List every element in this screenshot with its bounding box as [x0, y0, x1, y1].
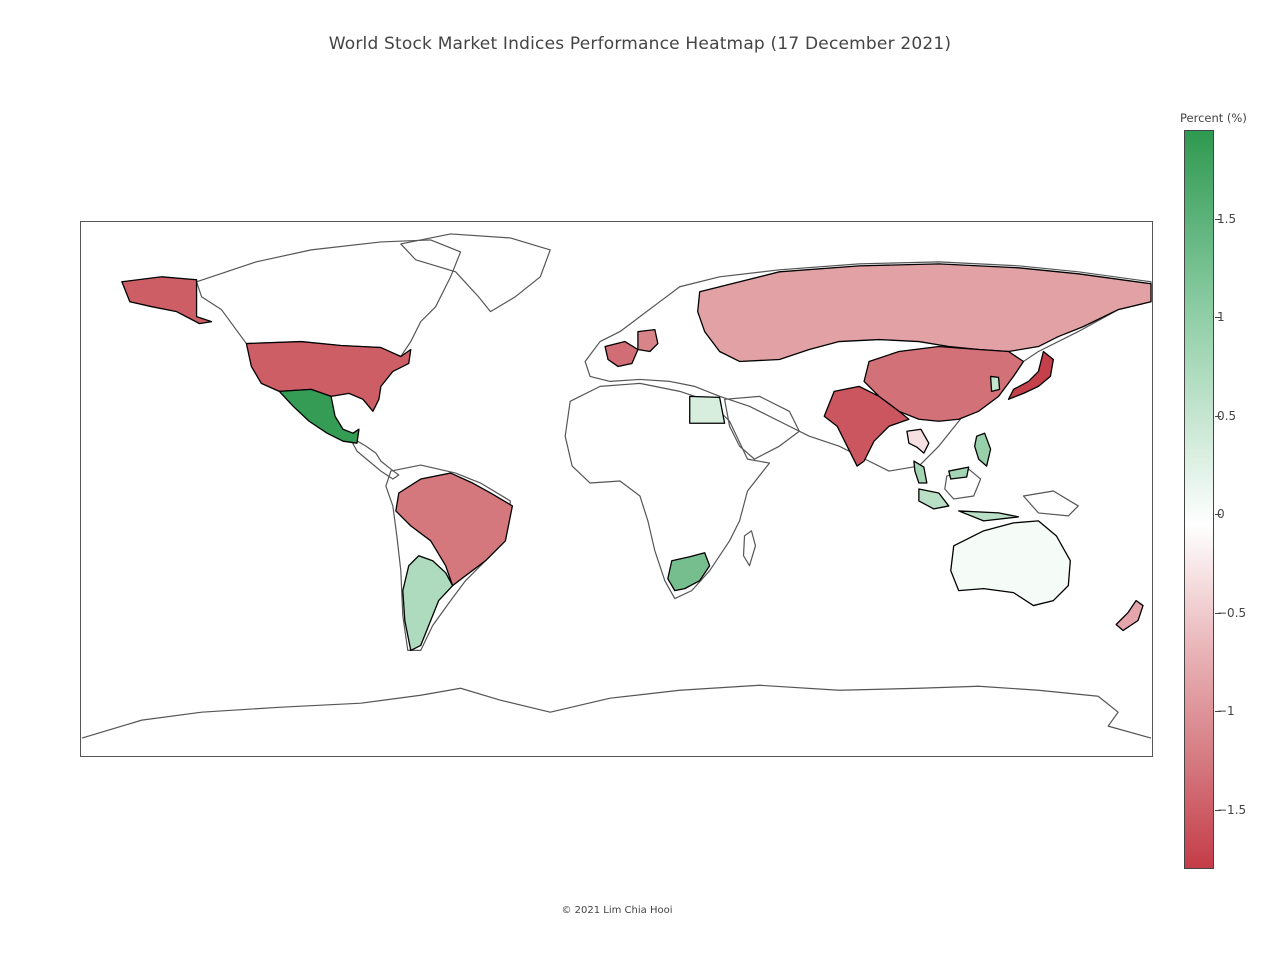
colorbar-tick [1215, 711, 1221, 713]
colorbar-title: Percent (%) [1180, 111, 1247, 125]
colorbar-tick-label: 1.5 [1217, 211, 1237, 226]
land-papua [1022, 490, 1079, 517]
colorbar-tick [1215, 317, 1221, 319]
land-greenland [400, 233, 551, 313]
colorbar-tick-label: 0.5 [1217, 408, 1237, 423]
land-antarctica [81, 684, 1152, 739]
land-arabia [723, 395, 800, 460]
world-map[interactable] [81, 222, 1152, 756]
colorbar-tick-label: 0 [1217, 507, 1225, 522]
country-japan[interactable] [1007, 350, 1055, 400]
colorbar [1184, 130, 1214, 869]
colorbar-tick-label: 1 [1217, 310, 1225, 325]
country-india[interactable] [823, 385, 910, 467]
copyright-footer: © 2021 Lim Chia Hooi [561, 905, 673, 916]
map-frame[interactable] [80, 221, 1153, 757]
map-title: World Stock Market Indices Performance H… [328, 34, 952, 54]
country-brazil[interactable] [395, 472, 514, 587]
country-indonesia[interactable] [918, 488, 1020, 522]
country-argentina[interactable] [402, 555, 454, 652]
country-south-korea[interactable] [989, 375, 1001, 393]
land-south-america [385, 464, 511, 651]
country-malaysia[interactable] [913, 460, 970, 484]
land-central-america [348, 435, 400, 480]
country-russia[interactable] [697, 263, 1152, 363]
land-canada [195, 239, 462, 358]
land-africa [564, 382, 771, 600]
colorbar-tick-label: −1.5 [1217, 802, 1247, 817]
colorbar-tick [1215, 612, 1221, 614]
colorbar-tick [1215, 218, 1221, 220]
colorbar-tick-label: −1 [1217, 704, 1235, 719]
country-mexico[interactable] [278, 388, 360, 444]
colorbar-tick [1215, 809, 1221, 811]
country-australia[interactable] [950, 520, 1071, 607]
country-germany[interactable] [637, 328, 659, 353]
colorbar-tick [1215, 415, 1221, 417]
country-egypt[interactable] [689, 395, 726, 424]
country-alaska[interactable] [121, 276, 213, 325]
country-south-africa[interactable] [667, 552, 711, 592]
country-philippines[interactable] [974, 432, 992, 467]
colorbar-tick-label: −0.5 [1217, 605, 1247, 620]
country-france[interactable] [604, 340, 639, 368]
colorbar-tick [1215, 514, 1221, 516]
land-madagascar [742, 530, 757, 567]
country-new-zealand[interactable] [1115, 599, 1144, 632]
country-thailand[interactable] [906, 428, 930, 454]
